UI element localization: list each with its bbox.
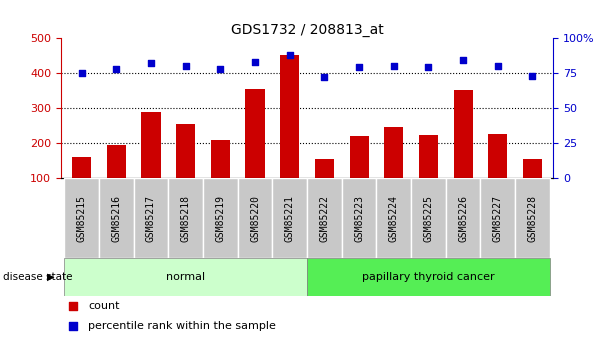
Text: GSM85227: GSM85227 — [493, 195, 503, 242]
Bar — [107, 145, 126, 178]
Text: count: count — [88, 301, 119, 311]
Point — [389, 63, 399, 69]
Bar — [419, 135, 438, 178]
FancyBboxPatch shape — [307, 178, 342, 258]
FancyBboxPatch shape — [203, 178, 238, 258]
Text: GSM85216: GSM85216 — [111, 195, 121, 242]
FancyBboxPatch shape — [168, 178, 203, 258]
FancyBboxPatch shape — [134, 178, 168, 258]
FancyBboxPatch shape — [411, 178, 446, 258]
FancyBboxPatch shape — [515, 178, 550, 258]
FancyBboxPatch shape — [376, 178, 411, 258]
Text: GSM85219: GSM85219 — [215, 195, 226, 242]
Bar — [142, 111, 161, 178]
Bar — [315, 159, 334, 178]
Point — [458, 58, 468, 63]
Bar — [246, 89, 264, 178]
FancyBboxPatch shape — [64, 258, 307, 296]
Text: GSM85217: GSM85217 — [146, 195, 156, 242]
FancyBboxPatch shape — [480, 178, 515, 258]
Text: GSM85221: GSM85221 — [285, 195, 295, 242]
Point — [77, 70, 86, 76]
Point — [250, 59, 260, 65]
Point — [493, 63, 503, 69]
Point — [215, 66, 225, 71]
FancyBboxPatch shape — [64, 178, 99, 258]
FancyBboxPatch shape — [342, 178, 376, 258]
Point — [320, 75, 330, 80]
Point — [528, 73, 537, 79]
Text: GSM85224: GSM85224 — [389, 195, 399, 242]
FancyBboxPatch shape — [307, 258, 550, 296]
Bar — [384, 127, 403, 178]
Text: papillary thyroid cancer: papillary thyroid cancer — [362, 272, 495, 282]
Text: GSM85215: GSM85215 — [77, 195, 86, 242]
Text: GSM85220: GSM85220 — [250, 195, 260, 242]
Text: normal: normal — [166, 272, 206, 282]
Point — [354, 65, 364, 70]
Text: GSM85228: GSM85228 — [528, 195, 537, 242]
Text: GSM85223: GSM85223 — [354, 195, 364, 242]
Point — [68, 323, 78, 329]
Bar — [488, 134, 507, 178]
Bar — [350, 136, 368, 178]
Bar — [176, 124, 195, 178]
Bar — [523, 159, 542, 178]
Text: ▶: ▶ — [47, 272, 54, 282]
Text: disease state: disease state — [3, 272, 72, 282]
Point — [68, 303, 78, 309]
Text: GSM85222: GSM85222 — [319, 195, 330, 242]
FancyBboxPatch shape — [99, 178, 134, 258]
Point — [285, 52, 294, 58]
Bar — [454, 90, 472, 178]
FancyBboxPatch shape — [446, 178, 480, 258]
Title: GDS1732 / 208813_at: GDS1732 / 208813_at — [230, 23, 384, 37]
Point — [146, 60, 156, 66]
Text: GSM85226: GSM85226 — [458, 195, 468, 242]
Bar — [280, 56, 299, 178]
Point — [111, 66, 121, 71]
Point — [424, 65, 434, 70]
Text: GSM85225: GSM85225 — [423, 195, 434, 242]
Text: percentile rank within the sample: percentile rank within the sample — [88, 321, 276, 331]
Point — [181, 63, 190, 69]
FancyBboxPatch shape — [238, 178, 272, 258]
Bar — [72, 157, 91, 178]
FancyBboxPatch shape — [272, 178, 307, 258]
Text: GSM85218: GSM85218 — [181, 195, 191, 242]
Bar — [211, 139, 230, 178]
